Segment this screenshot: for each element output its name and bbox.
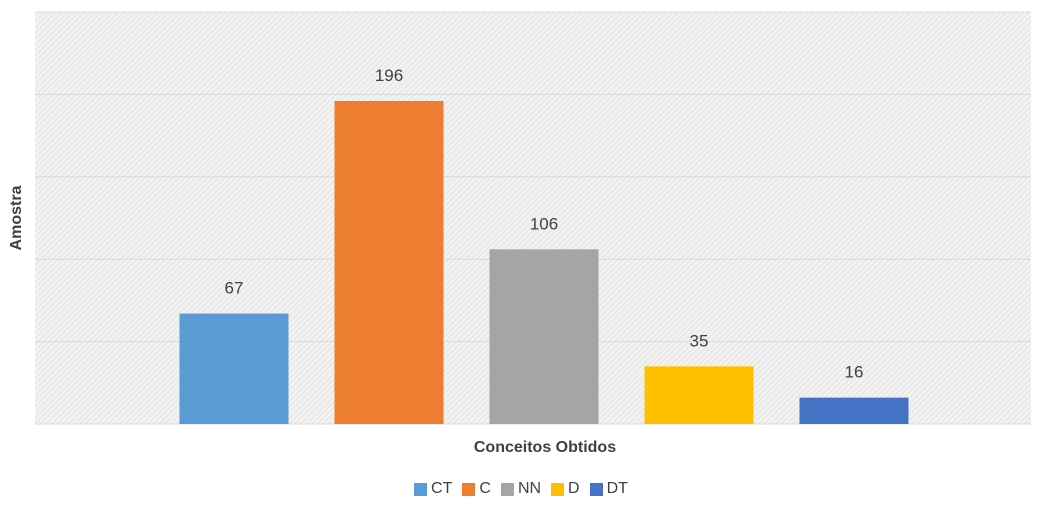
bar-d — [644, 366, 754, 424]
legend-swatch — [551, 482, 565, 496]
legend-label: D — [568, 480, 580, 497]
legend-swatch — [414, 482, 428, 496]
legend-item-nn: NN — [500, 480, 542, 498]
y-axis-title: Amostra — [8, 185, 25, 250]
legend-swatch — [500, 482, 514, 496]
legend-item-c: C — [462, 480, 491, 498]
legend: CT C NN D DT — [0, 480, 1042, 498]
legend-label: DT — [606, 480, 628, 497]
data-label-c: 196 — [375, 66, 403, 85]
legend-swatch — [462, 482, 476, 496]
data-labels-group: 67 196 106 35 16 — [225, 66, 864, 382]
legend-item-dt: DT — [589, 480, 628, 498]
legend-label: C — [479, 480, 491, 497]
bar-c — [334, 100, 444, 424]
data-label-d: 35 — [690, 331, 709, 350]
bar-dt — [799, 397, 909, 424]
legend-label: CT — [431, 480, 453, 497]
x-axis-title: Conceitos Obtidos — [474, 439, 616, 456]
data-label-dt: 16 — [845, 363, 864, 382]
legend-item-d: D — [551, 480, 580, 498]
data-label-ct: 67 — [225, 279, 244, 298]
bars-group — [179, 100, 909, 424]
bar-ct — [179, 313, 289, 424]
data-label-nn: 106 — [530, 214, 558, 233]
legend-swatch — [589, 482, 603, 496]
bar-nn — [489, 249, 599, 424]
legend-label: NN — [517, 480, 542, 497]
legend-item-ct: CT — [414, 480, 452, 498]
